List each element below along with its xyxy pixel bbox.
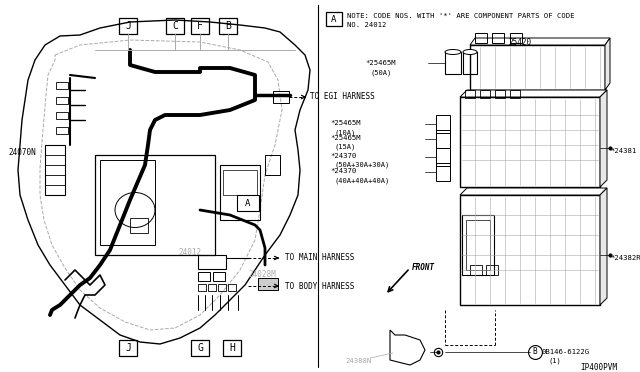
Text: J: J bbox=[125, 21, 131, 31]
Text: 0B146-6122G: 0B146-6122G bbox=[541, 349, 589, 355]
Bar bbox=[470, 45, 605, 90]
Bar bbox=[258, 278, 278, 290]
Bar bbox=[326, 12, 342, 26]
Text: G: G bbox=[197, 343, 203, 353]
Bar bbox=[191, 18, 209, 34]
Bar bbox=[198, 284, 206, 291]
Bar bbox=[119, 340, 137, 356]
Bar bbox=[237, 195, 259, 211]
Bar bbox=[445, 52, 461, 74]
Text: (50A): (50A) bbox=[370, 69, 391, 76]
Bar bbox=[220, 165, 260, 220]
Text: 24028M: 24028M bbox=[248, 270, 276, 279]
Polygon shape bbox=[460, 90, 607, 97]
Text: IP400PVM: IP400PVM bbox=[580, 363, 617, 372]
Bar bbox=[95, 155, 215, 255]
Text: 24012: 24012 bbox=[178, 248, 201, 257]
Bar bbox=[463, 52, 477, 74]
Text: NO. 24012: NO. 24012 bbox=[347, 22, 387, 28]
Text: NOTE: CODE NOS. WITH '*' ARE COMPONENT PARTS OF CODE: NOTE: CODE NOS. WITH '*' ARE COMPONENT P… bbox=[347, 13, 575, 19]
Polygon shape bbox=[470, 38, 610, 45]
Bar bbox=[510, 33, 522, 43]
Text: *25465M: *25465M bbox=[330, 135, 360, 141]
Text: A: A bbox=[332, 15, 337, 23]
PathPatch shape bbox=[40, 40, 282, 330]
Text: *25465M: *25465M bbox=[365, 60, 396, 66]
Bar bbox=[218, 284, 226, 291]
Bar bbox=[213, 272, 225, 281]
Text: J: J bbox=[125, 343, 131, 353]
Bar bbox=[486, 265, 498, 275]
Ellipse shape bbox=[445, 49, 461, 55]
Bar bbox=[466, 220, 490, 270]
Text: H: H bbox=[229, 343, 235, 353]
Bar bbox=[130, 218, 148, 233]
Bar bbox=[223, 170, 257, 195]
Text: (40A+40A+40A): (40A+40A+40A) bbox=[335, 177, 390, 183]
Text: (1): (1) bbox=[548, 357, 561, 363]
Bar bbox=[273, 91, 289, 103]
Text: B: B bbox=[225, 21, 231, 31]
Text: *24382R: *24382R bbox=[610, 255, 640, 261]
PathPatch shape bbox=[390, 330, 425, 365]
Text: FRONT: FRONT bbox=[412, 263, 435, 272]
Bar bbox=[460, 195, 600, 305]
Polygon shape bbox=[600, 90, 607, 187]
Bar bbox=[228, 284, 236, 291]
Text: *24370: *24370 bbox=[330, 168, 356, 174]
Bar bbox=[480, 90, 490, 98]
Text: F: F bbox=[197, 21, 203, 31]
Text: TO EGI HARNESS: TO EGI HARNESS bbox=[310, 92, 375, 101]
Bar bbox=[56, 127, 68, 134]
Bar bbox=[100, 160, 155, 245]
Bar bbox=[119, 18, 137, 34]
Polygon shape bbox=[600, 188, 607, 305]
Bar bbox=[475, 33, 487, 43]
Bar bbox=[219, 18, 237, 34]
Bar bbox=[265, 155, 280, 175]
Polygon shape bbox=[605, 38, 610, 90]
Text: (10A): (10A) bbox=[335, 129, 356, 135]
Text: *25465M: *25465M bbox=[330, 120, 360, 126]
Bar bbox=[492, 33, 504, 43]
Bar bbox=[56, 82, 68, 89]
Bar bbox=[223, 340, 241, 356]
Bar bbox=[436, 148, 450, 166]
Bar bbox=[495, 90, 505, 98]
Text: C: C bbox=[172, 21, 178, 31]
Bar bbox=[470, 265, 482, 275]
Bar bbox=[208, 284, 216, 291]
Bar bbox=[465, 90, 475, 98]
Bar bbox=[436, 130, 450, 148]
Text: TO BODY HARNESS: TO BODY HARNESS bbox=[285, 282, 355, 291]
Bar bbox=[191, 340, 209, 356]
Text: 25420: 25420 bbox=[508, 38, 532, 47]
Polygon shape bbox=[460, 188, 607, 195]
Bar bbox=[462, 215, 494, 275]
Bar bbox=[198, 255, 226, 269]
Text: A: A bbox=[245, 199, 251, 208]
Text: TO MAIN HARNESS: TO MAIN HARNESS bbox=[285, 253, 355, 262]
Bar bbox=[198, 272, 210, 281]
Text: B: B bbox=[532, 347, 538, 356]
PathPatch shape bbox=[18, 20, 310, 344]
Bar bbox=[460, 97, 600, 187]
Text: (50A+30A+30A): (50A+30A+30A) bbox=[335, 162, 390, 169]
Bar bbox=[436, 163, 450, 181]
Bar bbox=[56, 112, 68, 119]
Bar bbox=[166, 18, 184, 34]
Ellipse shape bbox=[463, 49, 477, 55]
Bar bbox=[56, 97, 68, 104]
Bar bbox=[436, 115, 450, 133]
Text: 24388N: 24388N bbox=[345, 358, 371, 364]
Bar bbox=[510, 90, 520, 98]
Text: *24370: *24370 bbox=[330, 153, 356, 159]
Text: *24381: *24381 bbox=[610, 148, 636, 154]
Text: 24070N: 24070N bbox=[8, 148, 36, 157]
Bar bbox=[45, 145, 65, 195]
Text: (15A): (15A) bbox=[335, 144, 356, 151]
